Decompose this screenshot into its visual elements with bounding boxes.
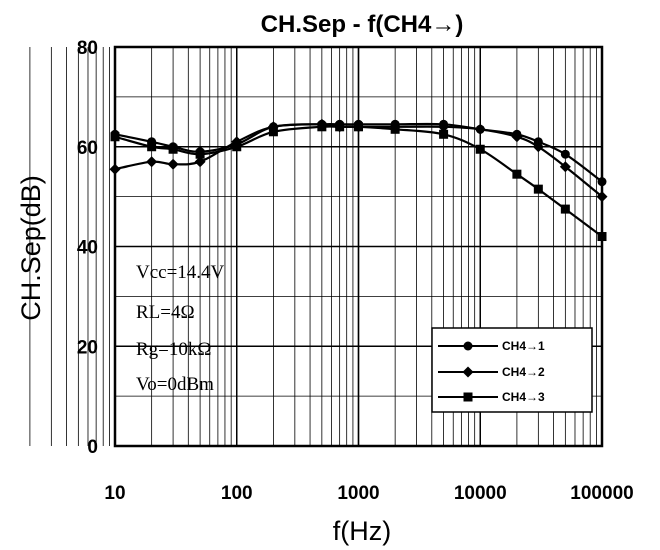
data-point-square (268, 127, 278, 137)
plot-frame (113, 45, 604, 448)
data-point-diamond (474, 123, 486, 135)
chart-title: CH.Sep - f(CH4→) (261, 11, 464, 38)
data-point-square (533, 184, 543, 194)
y-tick-label: 0 (87, 437, 98, 458)
conditions-annotation: Vcc=14.4V RL=4Ω Rg=10kΩ Vo=0dBm (136, 262, 225, 395)
y-tick-label: 20 (77, 337, 98, 358)
data-point-diamond (511, 131, 523, 143)
data-point-square (317, 122, 327, 132)
y-axis-label: CH.Sep(dB) (16, 175, 46, 321)
x-tick-label: 100 (221, 483, 253, 504)
legend-square-marker (463, 392, 473, 402)
legend-entry-ch4-2: CH4→2 (438, 365, 545, 379)
y-tick-label: 40 (77, 238, 98, 259)
legend-entry-ch4-1: CH4→1 (438, 339, 545, 353)
x-tick-label: 100000 (570, 483, 633, 504)
data-point-square (512, 169, 522, 179)
series (109, 118, 608, 242)
data-point-diamond (146, 156, 158, 168)
data-point-square (195, 149, 205, 159)
data-point-diamond (559, 161, 571, 173)
data-point-square (354, 122, 363, 132)
tick-labels: 10 100 1000 10000 100000 0 20 40 60 80 (77, 38, 634, 504)
data-point-square (560, 204, 570, 214)
data-point-circle (597, 177, 607, 187)
data-point-square (597, 232, 607, 242)
annotation-rl: RL=4Ω (136, 302, 195, 323)
y-tick-label: 80 (77, 38, 98, 59)
data-point-diamond (596, 191, 608, 203)
data-point-square (475, 144, 485, 154)
x-tick-label: 1000 (337, 483, 379, 504)
data-point-diamond (109, 163, 121, 175)
data-point-diamond (532, 141, 544, 153)
data-point-square (110, 132, 120, 142)
legend-label-ch4-3: CH4→3 (502, 390, 545, 404)
legend-label-ch4-2: CH4→2 (502, 365, 545, 379)
data-point-square (390, 124, 400, 134)
data-point-square (335, 122, 345, 132)
annotation-vcc: Vcc=14.4V (136, 262, 225, 283)
legend-diamond-marker (462, 366, 474, 378)
data-point-diamond (438, 121, 450, 133)
x-tick-label: 10000 (454, 483, 507, 504)
data-point-square (147, 142, 157, 152)
series-line-ch4-3 (114, 125, 603, 238)
annotation-rg: Rg=10kΩ (136, 339, 212, 360)
legend: CH4→1 CH4→2 CH4→3 (431, 327, 593, 413)
data-point-diamond (167, 158, 179, 170)
x-tick-label: 10 (104, 483, 125, 504)
y-tick-label: 60 (77, 138, 98, 159)
data-point-square (168, 144, 178, 154)
legend-entry-ch4-3: CH4→3 (438, 390, 545, 404)
annotation-vo: Vo=0dBm (136, 374, 214, 395)
x-axis-label: f(Hz) (333, 516, 391, 546)
data-point-diamond (194, 156, 206, 168)
legend-label-ch4-1: CH4→1 (502, 339, 545, 353)
legend-circle-marker (463, 341, 473, 351)
data-point-square (439, 129, 449, 139)
series-ch4-3 (110, 122, 607, 242)
data-point-square (232, 142, 242, 152)
data-point-circle (560, 149, 570, 159)
series-line-ch4-1 (114, 122, 603, 183)
